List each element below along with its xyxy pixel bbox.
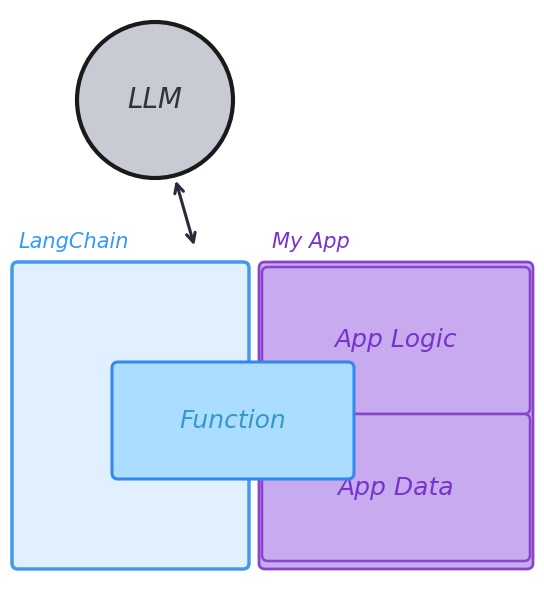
FancyBboxPatch shape <box>112 362 354 479</box>
Text: App Data: App Data <box>338 476 454 499</box>
Text: LLM: LLM <box>127 86 182 114</box>
Text: Function: Function <box>180 408 286 433</box>
FancyBboxPatch shape <box>12 262 249 569</box>
FancyBboxPatch shape <box>262 267 530 414</box>
Circle shape <box>77 22 233 178</box>
Text: App Logic: App Logic <box>335 329 458 352</box>
FancyBboxPatch shape <box>259 262 533 569</box>
FancyBboxPatch shape <box>262 414 530 561</box>
Text: LangChain: LangChain <box>18 232 128 252</box>
Text: My App: My App <box>272 232 350 252</box>
